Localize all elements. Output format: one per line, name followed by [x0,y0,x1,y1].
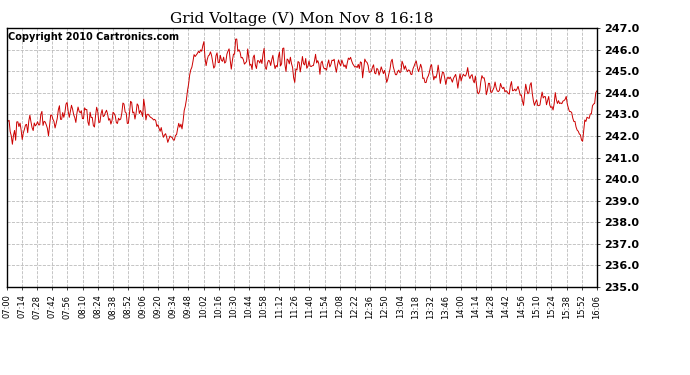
Title: Grid Voltage (V) Mon Nov 8 16:18: Grid Voltage (V) Mon Nov 8 16:18 [170,11,433,26]
Text: Copyright 2010 Cartronics.com: Copyright 2010 Cartronics.com [8,32,179,42]
